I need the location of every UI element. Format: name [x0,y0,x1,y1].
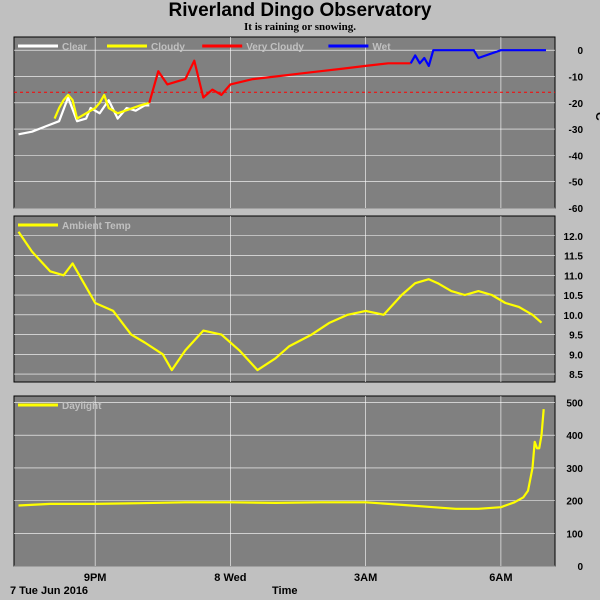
y-tick-label: 100 [566,529,583,540]
y-tick-label: 0 [577,562,583,573]
y-tick-label: 9.0 [569,350,583,361]
x-tick-label: 8 Wed [214,572,246,584]
y-tick-label: -40 [569,151,584,162]
legend-label: Ambient Temp [62,221,131,232]
y-tick-label: -60 [569,204,584,215]
plot-area [13,36,556,209]
y-axis-unit-label: °C [593,107,600,121]
x-tick-label: 9PM [84,572,107,584]
series-line-cloudy [53,93,150,120]
legend-label: Cloudy [151,42,185,53]
y-tick-label: 11.0 [564,271,583,282]
chart-panel-3: 0 100 200 300 400 500 Daylight [13,395,583,573]
date-label: 7 Tue Jun 2016 [10,585,89,597]
legend-label: Daylight [62,401,102,412]
series-line-clear [18,96,150,136]
y-tick-label: -50 [569,178,584,189]
y-tick-label: -30 [569,125,584,136]
series-line-wet [409,49,546,68]
y-tick-label: 10.0 [564,311,584,322]
y-tick-label: 200 [566,497,583,508]
y-tick-label: 300 [566,464,583,475]
y-tick-label: 500 [566,399,583,410]
legend-label: Clear [62,42,87,53]
y-tick-label: 400 [566,431,583,442]
plot-area [13,395,556,567]
y-tick-label: 8.5 [569,370,583,381]
legend-label: Wet [372,42,391,53]
x-tick-label: 3AM [354,572,377,584]
y-tick-label: 10.5 [564,291,584,302]
y-tick-label: -10 [569,72,584,83]
series-line-daylight [18,409,545,510]
chart-panel-2: 8.5 9.0 9.5 10.0 10.5 11.0 11.5 12.0 Ambient Tem… [13,215,584,383]
series-line-ambient-temp [17,231,543,372]
series-line-very-cloudy [148,59,411,104]
y-tick-label: -20 [569,99,584,110]
chart-title: Riverland Dingo Observatory [168,0,432,21]
x-axis-title: Time [272,585,298,597]
weather-status-text: It is raining or snowing. [244,21,356,33]
legend-label: Very Cloudy [246,42,304,53]
x-tick-label: 6AM [489,572,512,584]
y-tick-label: 11.5 [564,252,583,263]
y-tick-label: 12.0 [564,232,584,243]
y-tick-label: 0 [577,46,583,57]
chart-panel-1: 0 -10 -20 -30 -40 -50 -60 °C Clear Cloudy Very Clo… [13,36,600,215]
y-tick-label: 9.5 [569,331,583,342]
